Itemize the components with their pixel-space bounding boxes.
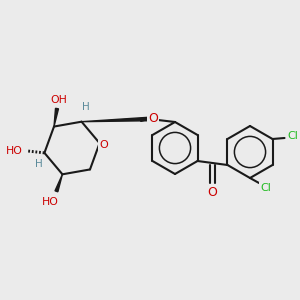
Polygon shape bbox=[82, 117, 149, 122]
Text: Cl: Cl bbox=[287, 131, 298, 141]
Text: H: H bbox=[34, 159, 42, 169]
Text: OH: OH bbox=[51, 94, 68, 105]
Polygon shape bbox=[55, 174, 62, 192]
Text: H: H bbox=[82, 102, 89, 112]
Polygon shape bbox=[54, 108, 58, 127]
Text: Cl: Cl bbox=[261, 183, 272, 193]
Text: HO: HO bbox=[6, 146, 23, 156]
Text: O: O bbox=[148, 112, 158, 125]
Text: O: O bbox=[54, 94, 62, 105]
Text: O: O bbox=[208, 185, 218, 199]
Text: HO: HO bbox=[42, 197, 59, 207]
Text: O: O bbox=[99, 140, 108, 150]
